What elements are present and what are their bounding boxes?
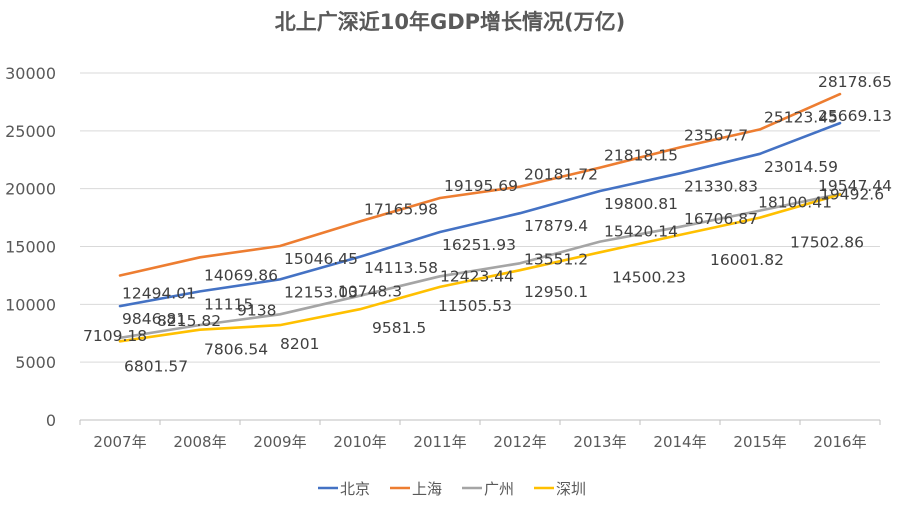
data-label: 19547.44 <box>818 177 892 195</box>
y-tick-label: 10000 <box>5 295 56 314</box>
y-tick-label: 25000 <box>5 122 56 141</box>
data-label: 7806.54 <box>204 341 268 359</box>
data-label: 25123.45 <box>764 108 838 126</box>
data-label: 11505.53 <box>438 297 512 315</box>
chart-title: 北上广深近10年GDP增长情况(万亿) <box>275 10 625 34</box>
data-label: 12423.44 <box>440 267 514 285</box>
data-label: 14500.23 <box>612 268 686 286</box>
data-label: 28178.65 <box>818 73 892 91</box>
y-tick-label: 30000 <box>5 64 56 83</box>
data-label: 8215.82 <box>157 312 221 330</box>
x-tick-label: 2009年 <box>253 433 306 451</box>
series-line-3 <box>118 193 842 343</box>
data-label: 17165.98 <box>364 200 438 218</box>
x-tick-label: 2012年 <box>493 433 546 451</box>
data-label: 23567.7 <box>684 126 748 144</box>
data-label: 7109.18 <box>83 327 147 345</box>
data-label: 19800.81 <box>604 195 678 213</box>
data-label: 21818.15 <box>604 147 678 165</box>
x-tick-label: 2011年 <box>413 433 466 451</box>
data-label: 16001.82 <box>710 251 784 269</box>
data-label: 18100.41 <box>758 194 832 212</box>
data-label: 11115 <box>204 295 253 313</box>
x-tick-label: 2013年 <box>573 433 626 451</box>
data-label: 21330.83 <box>684 177 758 195</box>
data-label: 10748.3 <box>338 283 402 301</box>
data-label: 23014.59 <box>764 158 838 176</box>
legend-label: 广州 <box>484 480 514 498</box>
data-label: 12950.1 <box>524 283 588 301</box>
data-label: 15420.14 <box>604 223 678 241</box>
data-label: 8201 <box>280 335 319 353</box>
data-label: 20181.72 <box>524 166 598 184</box>
x-tick-label: 2016年 <box>813 433 866 451</box>
data-label: 16251.93 <box>442 236 516 254</box>
legend-label: 北京 <box>340 480 370 498</box>
series-line-0 <box>118 121 842 308</box>
data-label: 12494.01 <box>122 284 196 302</box>
data-label: 9138 <box>237 301 276 319</box>
legend-label: 深圳 <box>556 480 586 498</box>
series-line-2 <box>118 192 842 340</box>
data-label: 13551.2 <box>524 250 588 268</box>
y-tick-label: 20000 <box>5 180 56 199</box>
series-line-1 <box>118 92 842 277</box>
data-label: 15046.45 <box>284 250 358 268</box>
y-tick-label: 0 <box>46 411 56 430</box>
data-label: 17502.86 <box>790 234 864 252</box>
data-label: 19195.69 <box>444 177 518 195</box>
legend-label: 上海 <box>412 480 442 498</box>
x-tick-label: 2008年 <box>173 433 226 451</box>
x-tick-label: 2015年 <box>733 433 786 451</box>
y-tick-label: 5000 <box>15 353 56 372</box>
data-label: 25669.13 <box>818 107 892 125</box>
x-tick-label: 2010年 <box>333 433 386 451</box>
data-label: 14069.86 <box>204 266 278 284</box>
data-label: 16706.87 <box>684 210 758 228</box>
data-label: 9581.5 <box>372 319 426 337</box>
y-tick-label: 15000 <box>5 238 56 257</box>
data-label: 19492.6 <box>820 186 884 204</box>
data-label: 14113.58 <box>364 259 438 277</box>
data-label: 6801.57 <box>124 357 188 375</box>
data-label: 17879.4 <box>524 217 588 235</box>
x-tick-label: 2014年 <box>653 433 706 451</box>
data-label: 9846.81 <box>122 310 186 328</box>
x-tick-label: 2007年 <box>93 433 146 451</box>
data-label: 12153.03 <box>284 283 358 301</box>
